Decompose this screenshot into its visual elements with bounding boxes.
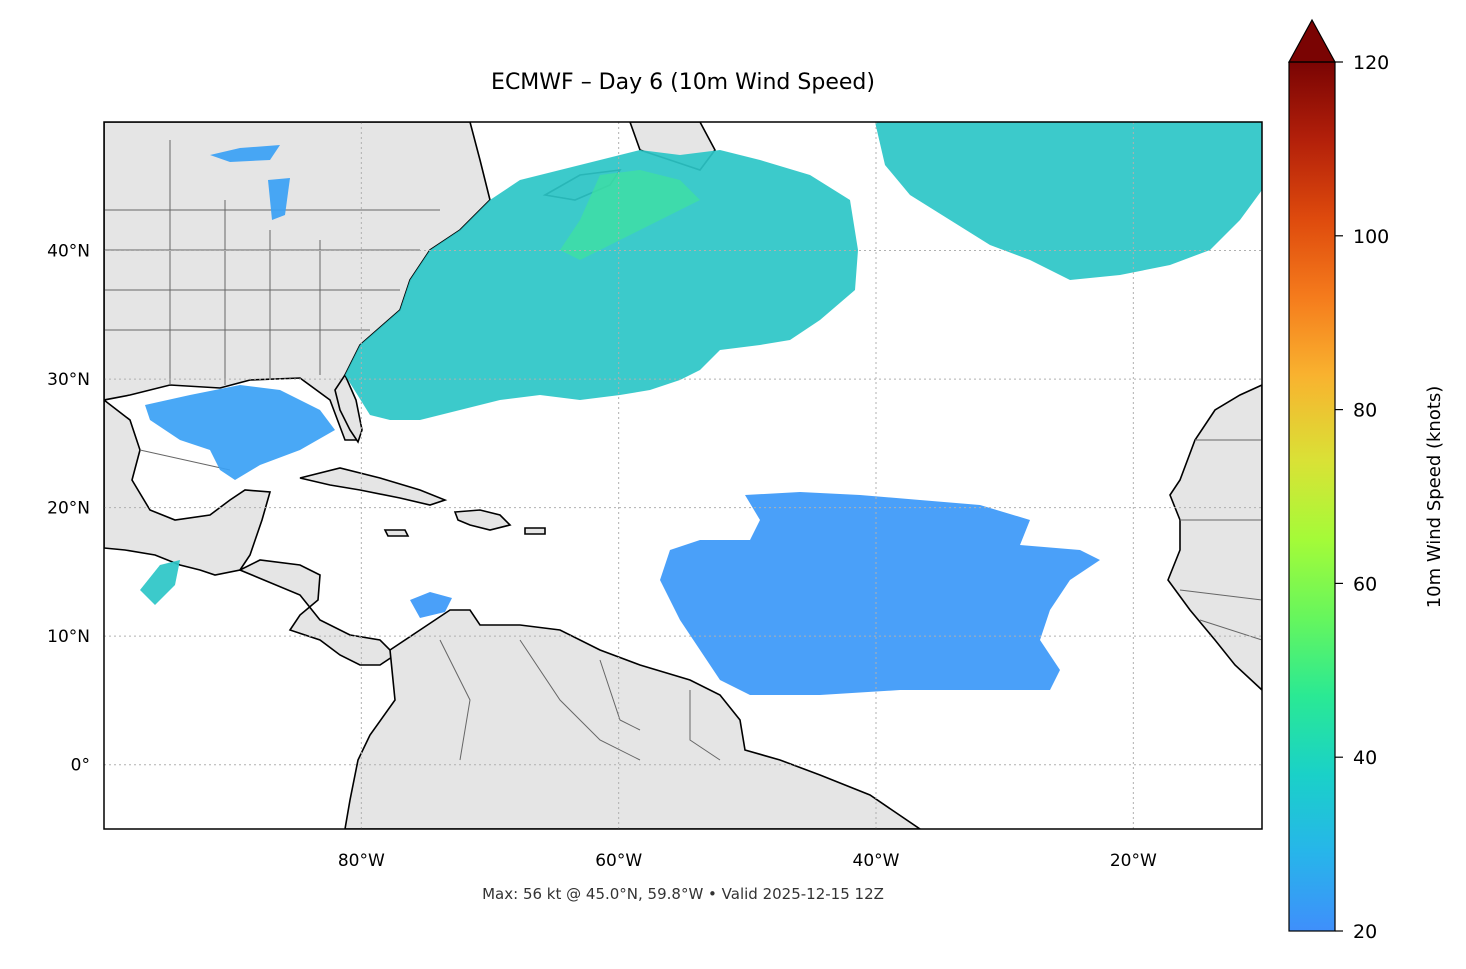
jamaica <box>383 529 410 537</box>
wind-region-northeast-atlantic <box>875 122 1262 280</box>
gridlines <box>104 122 1262 829</box>
colorbar-tick-label: 100 <box>1353 226 1389 248</box>
wind-region-gulf <box>145 385 335 480</box>
lon-tick-label: 80°W <box>338 851 385 871</box>
wind-region-tropical-atlantic <box>660 492 1100 695</box>
lon-tick-label: 40°W <box>853 851 900 871</box>
map-frame <box>103 121 1263 830</box>
mexico <box>104 398 272 576</box>
colorbar-ticks: 20 40 60 80 100 120 <box>1335 52 1389 943</box>
map-title: ECMWF – Day 6 (10m Wind Speed) <box>491 70 875 95</box>
wind-region-lakes-2 <box>268 178 290 220</box>
cuba <box>299 467 448 506</box>
colorbar-tick-label: 40 <box>1353 747 1377 769</box>
colorbar-extend-arrow <box>1287 18 1337 63</box>
longitude-ticks: 80°W 60°W 40°W 20°W <box>338 851 1157 871</box>
hispaniola <box>453 509 512 531</box>
south-america <box>344 609 922 829</box>
lat-tick-label: 0° <box>71 756 90 776</box>
colorbar-tick-label: 60 <box>1353 573 1377 595</box>
colorbar-gradient <box>1289 62 1335 931</box>
lat-tick-label: 30°N <box>47 370 90 390</box>
africa <box>1167 384 1262 692</box>
lat-tick-label: 20°N <box>47 499 90 519</box>
wind-region-western-atlantic <box>345 150 858 420</box>
map-footer: Max: 56 kt @ 45.0°N, 59.8°W • Valid 2025… <box>482 885 884 903</box>
colorbar-tick-label: 20 <box>1353 921 1377 943</box>
central-america <box>238 559 397 666</box>
colorbar-label: 10m Wind Speed (knots) <box>1424 386 1445 609</box>
colorbar-tick-label: 80 <box>1353 400 1377 422</box>
latitude-ticks: 40°N 30°N 20°N 10°N 0° <box>47 242 90 776</box>
lon-tick-label: 60°W <box>595 851 642 871</box>
wind-speed-layer <box>140 122 1262 695</box>
lon-tick-label: 20°W <box>1110 851 1157 871</box>
land-layer <box>104 122 1262 829</box>
puerto-rico <box>524 527 546 535</box>
wind-region-jet-core <box>560 170 700 260</box>
lat-tick-label: 10°N <box>47 627 90 647</box>
wind-region-caribbean-small <box>410 592 452 618</box>
colorbar-frame <box>1288 61 1336 932</box>
lat-tick-label: 40°N <box>47 242 90 262</box>
colorbar-tick-label: 120 <box>1353 52 1389 74</box>
florida <box>334 373 363 444</box>
colorbar: 20 40 60 80 100 120 10m Wind Speed (knots) <box>1287 18 1445 943</box>
wind-region-pacific-small <box>140 560 180 605</box>
wind-region-lakes <box>210 145 280 162</box>
